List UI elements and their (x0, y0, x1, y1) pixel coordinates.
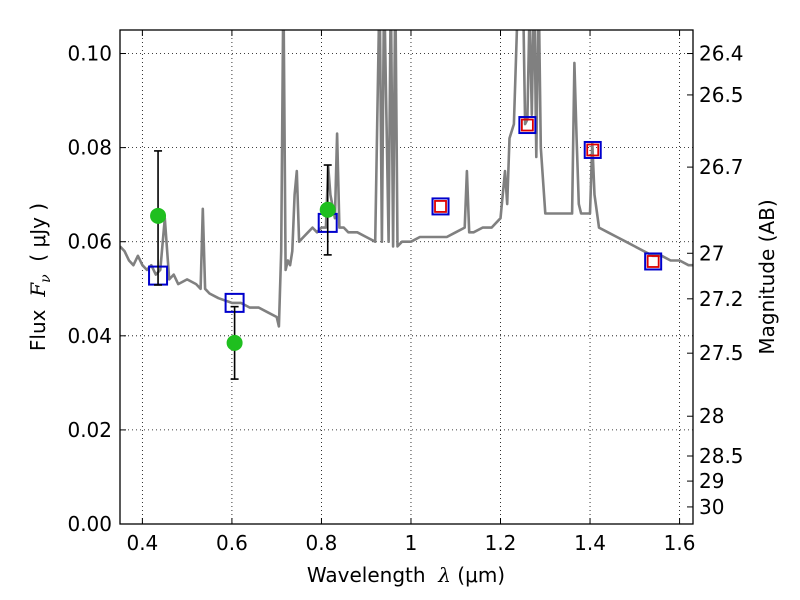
x-tick-label: 0.4 (126, 531, 158, 555)
ticks: 0.4 0.6 0.8 1 1.2 1.4 1.6 0.00 0.02 0.04 0.06 0.08 0… (67, 30, 744, 555)
x-tick-label: 1 (405, 531, 418, 555)
plot-frame (119, 29, 694, 525)
y2-tick-label: 26.7 (699, 155, 744, 179)
model-square-outer (644, 252, 663, 271)
y2-tick-label: 29 (699, 469, 724, 493)
model-square-outer (518, 116, 537, 135)
y2-axis-label: Magnitude (AB) (755, 199, 779, 354)
sed-line (120, 30, 693, 328)
model-square-inner (520, 118, 534, 132)
y2-tick-label: 26.4 (699, 42, 744, 66)
y-tick-label: 0.08 (67, 136, 112, 160)
y2-tick-label: 28 (699, 404, 724, 428)
model-square-outer (431, 197, 450, 216)
y2-tick-label: 26.5 (699, 83, 744, 107)
model-square-inner (434, 200, 447, 213)
observed-point (150, 207, 167, 224)
plot-area (120, 30, 693, 380)
x-tick-label: 1.6 (664, 531, 696, 555)
y2-tick-label: 27.2 (699, 287, 744, 311)
y-tick-label: 0.10 (67, 42, 112, 66)
y2-tick-label: 30 (699, 495, 724, 519)
model-square-outer (583, 140, 602, 159)
y-axis-label: Flux Fν ( μJy ) (26, 203, 54, 351)
y-tick-label: 0.06 (67, 230, 112, 254)
y2-tick-label: 27 (699, 241, 724, 265)
y2-tick-label: 27.5 (699, 341, 744, 365)
observed-point (319, 201, 336, 218)
y2-tick-label: 28.5 (699, 444, 744, 468)
x-tick-label: 1.4 (574, 531, 606, 555)
y-tick-label: 0.04 (67, 324, 112, 348)
model-square-inner (646, 255, 660, 268)
x-tick-label: 0.6 (216, 531, 248, 555)
x-tick-label: 1.2 (485, 531, 517, 555)
y-tick-label: 0.00 (67, 512, 112, 536)
x-tick-label: 0.8 (306, 531, 338, 555)
observed-point (226, 334, 243, 351)
y-tick-label: 0.02 (67, 418, 112, 442)
model-square-inner (586, 143, 600, 157)
x-axis-label: Wavelength λ (μm) (307, 563, 505, 587)
